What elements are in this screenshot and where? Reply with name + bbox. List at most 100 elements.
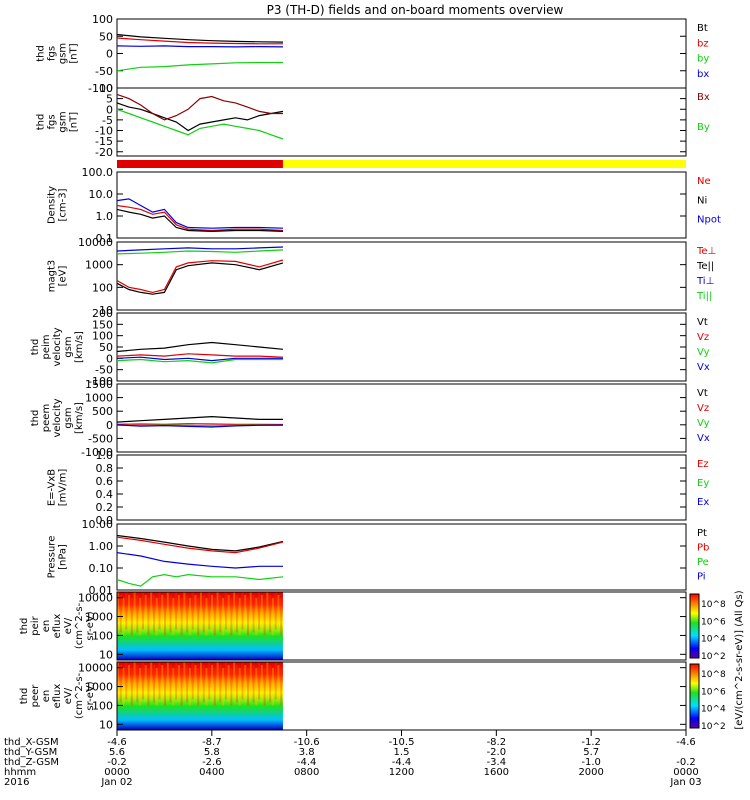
ytick-label-1: 10.0 (89, 188, 114, 201)
legend-fgs_gse-1: By (697, 122, 710, 133)
panel-frame (116, 591, 687, 661)
xrow-value-0-5: -1.2 (581, 737, 601, 748)
heatmap-stripe-9 (141, 662, 144, 700)
xrow-value-2-3: -4.4 (392, 757, 412, 768)
ytick-label-3: 0 (106, 419, 113, 432)
heatmap-stripe-2 (122, 668, 125, 706)
legend-pressure-3: Pi (697, 572, 706, 583)
ylabel-line-2: velocity (52, 398, 63, 437)
ytick-label-0: 10000 (78, 592, 113, 605)
legend-fgs_gsm-1: bz (697, 38, 709, 49)
colorbar-tick-2: 10^4 (701, 635, 726, 645)
ytick-label-3: -50 (95, 65, 113, 78)
ytick-label-2: 1.0 (96, 210, 114, 223)
colorbar-tick-3: 10^2 (701, 722, 726, 732)
ylabel-line-5: (cm^2-s- (74, 602, 85, 649)
panel-efield: 1.00.80.60.40.20.0 E=-VxB[mV/m] Ez Ey Ex (47, 449, 710, 527)
series-density-0 (116, 198, 284, 229)
panel-frame (116, 241, 687, 311)
heatmap-stripe-35 (213, 598, 216, 636)
ytick-label-2: 100 (92, 699, 113, 712)
heatmap-stripe-23 (180, 668, 183, 706)
heatmap-stripe-26 (188, 668, 191, 706)
series-peim_velocity-1 (116, 353, 284, 358)
heatmap-stripe-56 (271, 598, 274, 636)
ytick-label-2: 0.6 (96, 475, 114, 488)
ylabel-line-3: gsm (63, 407, 74, 428)
series-fgs_gsm-1 (116, 37, 283, 45)
heatmap-stripe-15 (158, 662, 161, 700)
ytick-label-1: 0.8 (96, 462, 114, 475)
ylabel-line-1: peir (30, 615, 41, 635)
xrow-value-3-2: 0800 (294, 767, 319, 778)
colorbar: 10^8 10^6 10^4 10^2 10^8 10^6 10^4 10^2 [eV/(cm^… (689, 590, 745, 732)
panel-frame (116, 312, 687, 382)
ylabel-line-4: eV/ (63, 687, 74, 704)
colorbar-label: [eV/(cm^2-s-sr-eV)] (All Qs) (734, 590, 745, 729)
legend-density-2: Npot (697, 215, 721, 226)
panel-frame (116, 454, 687, 521)
series-peem_velocity-0 (116, 415, 283, 423)
panels: 100500-50-100thdfgsgsm[nT]Btbzbybx1050-5… (19, 13, 721, 731)
xrow-value-1-1: 5.8 (204, 747, 220, 758)
heatmap-fill (117, 662, 283, 730)
heatmap-stripe-5 (130, 668, 133, 706)
ylabel-line-4: eV/ (63, 617, 74, 634)
ylabel-line-4: [km/s] (74, 331, 85, 363)
ylabel-line-3: eflux (52, 614, 63, 639)
heatmap-stripe-12 (150, 662, 153, 700)
ytick-label-0: 1.0 (96, 449, 114, 462)
heatmap-stripe-43 (235, 665, 238, 703)
panel-fgs_gsm: 100 50 0 -50 -100 thdfgsgsm[nT] Bt bz by bx (36, 13, 710, 95)
ylabel-line-1: peim (41, 334, 52, 359)
series-peim_velocity-3 (116, 356, 283, 362)
heatmap-stripe-45 (241, 592, 244, 630)
colorbar-tick-1: 10^6 (701, 687, 726, 697)
heatmap-stripe-6 (133, 592, 136, 630)
heatmap-stripe-13 (152, 595, 155, 633)
ylabel-line-6: sr-eV) (85, 681, 96, 710)
ytick-label-5: -15 (95, 135, 113, 148)
heatmap-stripe-10 (144, 665, 147, 703)
heatmap-stripe-29 (197, 668, 200, 706)
heatmap-stripe-22 (177, 595, 180, 633)
heatmap-stripe-52 (260, 665, 263, 703)
heatmap-stripe-48 (249, 592, 252, 630)
legend-pressure-0: Pt (697, 528, 707, 539)
series-temperature-2 (116, 259, 284, 294)
panel-mode_bar (117, 160, 686, 168)
heatmap-stripe-20 (172, 668, 175, 706)
heatmap-stripe-39 (224, 592, 227, 630)
heatmap-stripe-34 (211, 665, 214, 703)
ytick-label-3: -5 (102, 114, 113, 127)
series-fgs_gse-2 (116, 108, 284, 140)
xrow-value-3-5: 2000 (578, 767, 603, 778)
heatmap-stripe-31 (202, 595, 205, 633)
ytick-label-2: 100 (92, 330, 113, 343)
heatmap-stripe-56 (271, 668, 274, 706)
ytick-label-2: 0 (106, 48, 113, 61)
series-temperature-0 (116, 246, 284, 252)
xrow-label-4: 2016 (4, 777, 29, 788)
heatmap-stripe-34 (211, 595, 214, 633)
legend-fgs_gsm-3: bx (697, 69, 709, 80)
xrow-value-0-3: -10.5 (389, 737, 415, 748)
xrow-value-0-0: -4.6 (107, 737, 127, 748)
heatmap-stripe-16 (161, 595, 164, 633)
legend-density-1: Ni (697, 195, 707, 206)
xrow-value-2-4: -3.4 (487, 757, 507, 768)
ytick-label-0: 100 (92, 13, 113, 26)
heatmap-stripe-17 (164, 598, 167, 636)
heatmap-stripe-11 (147, 668, 150, 706)
heatmap-stripe-3 (125, 592, 128, 630)
ylabel: magt3[eV] (47, 260, 69, 293)
ytick-label-1: 1000 (85, 681, 113, 694)
ytick-label-1: 150 (92, 318, 113, 331)
xrow-value-2-6: -0.2 (676, 757, 696, 768)
ytick-label-2: 500 (92, 405, 113, 418)
ylabel: thdpeerenefluxeV/(cm^2-s-sr-eV) (19, 672, 96, 719)
colorbar-tick-1: 10^6 (701, 617, 726, 627)
heatmap-stripe-38 (222, 598, 225, 636)
series-peim_velocity-0 (116, 341, 284, 353)
ylabel-line-0: thd (30, 339, 41, 356)
